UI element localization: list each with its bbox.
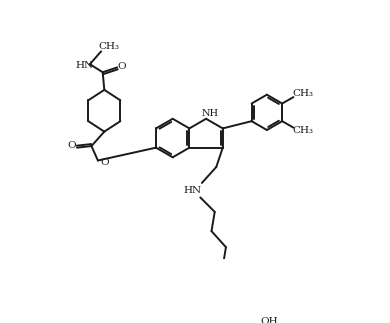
Text: OH: OH [261, 317, 278, 323]
Text: CH₃: CH₃ [292, 126, 314, 135]
Text: CH₃: CH₃ [99, 42, 120, 51]
Text: O: O [118, 62, 126, 71]
Text: O: O [67, 141, 76, 150]
Text: CH₃: CH₃ [292, 89, 314, 99]
Text: HN: HN [75, 60, 93, 69]
Text: HN: HN [183, 186, 201, 195]
Text: O: O [100, 158, 109, 167]
Text: NH: NH [202, 109, 219, 118]
